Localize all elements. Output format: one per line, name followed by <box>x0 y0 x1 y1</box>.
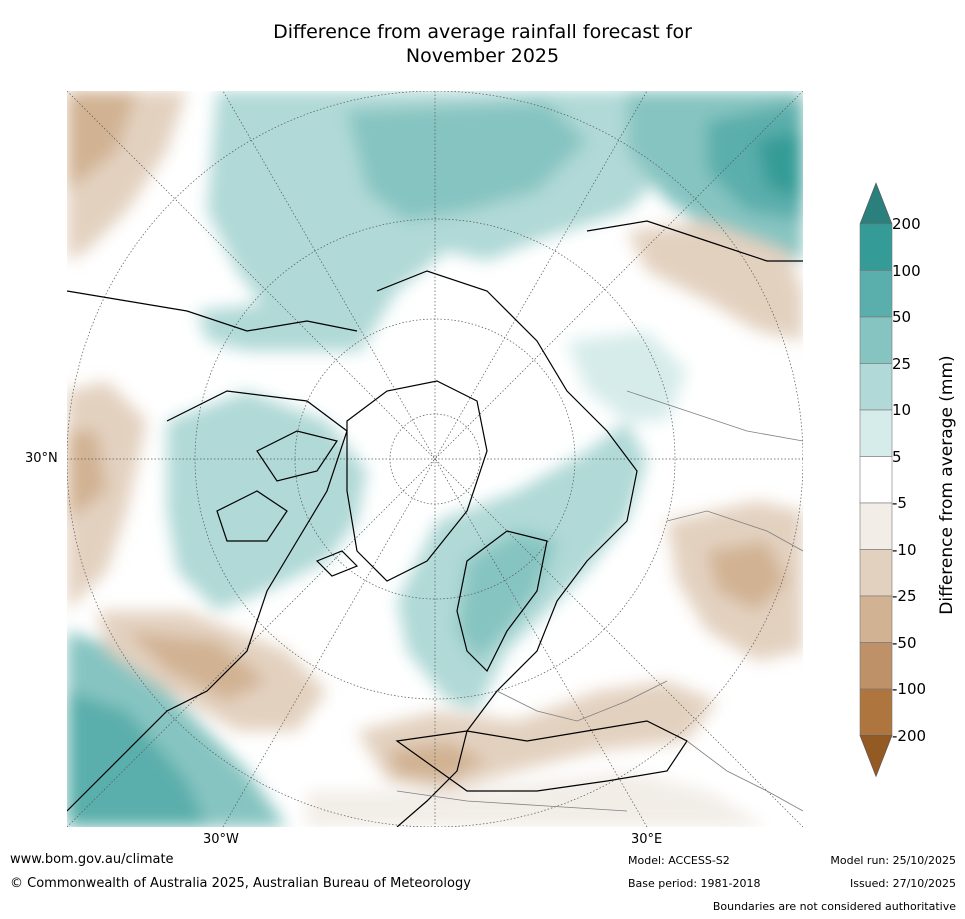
map-title-line1: Difference from average rainfall forecas… <box>273 21 692 43</box>
wet-area-siberia <box>567 331 687 421</box>
graticule-meridian-30e <box>222 91 648 827</box>
graticule <box>67 91 803 827</box>
forecast-shading <box>67 91 803 827</box>
footer-url[interactable]: www.bom.gov.au/climate <box>10 852 174 867</box>
colorbar-segment-c5_10 <box>859 409 893 457</box>
dry-area-central-atlantic-core <box>127 631 267 701</box>
graticule-lat-60 <box>194 218 676 700</box>
map-title: Difference from average rainfall forecas… <box>0 20 965 68</box>
border-middle-east <box>686 740 803 812</box>
wet-area-ne-corner-peak <box>757 131 803 201</box>
colorbar-tick-label: -25 <box>892 587 917 605</box>
border-north-africa <box>396 790 628 812</box>
wet-area-north-atlantic-core <box>347 101 587 221</box>
colorbar-tick-label: -100 <box>892 680 927 698</box>
coastline-scandinavia <box>456 530 548 673</box>
coastlines <box>67 220 803 827</box>
colorbar-segment-cm25_m50 <box>859 595 893 643</box>
latitude-label-30n: 30°N <box>25 451 58 466</box>
colorbar-tick-label: -200 <box>892 726 927 745</box>
dry-area-west-atlantic-core <box>67 431 107 521</box>
coastline-canada-archipelago <box>216 430 338 542</box>
colorbar <box>859 182 893 778</box>
coastline-iceland <box>315 550 359 577</box>
footer-issued: Issued: 27/10/2025 <box>849 877 956 890</box>
footer-model-run: Model run: 25/10/2025 <box>830 854 956 867</box>
colorbar-tick-label: 5 <box>892 447 902 466</box>
footer-copyright: © Commonwealth of Australia 2025, Austra… <box>10 876 471 891</box>
colorbar-title: Difference from average (mm) <box>937 355 957 615</box>
coastline-greenland <box>346 380 488 582</box>
colorbar-tick-label: -5 <box>892 494 907 512</box>
dry-area-south-edge <box>307 771 767 827</box>
colorbar-segment-c25_50 <box>859 316 893 364</box>
border-europe <box>496 680 668 722</box>
coastline-eurasia <box>376 270 638 827</box>
footer-disclaimer: Boundaries are not considered authoritat… <box>712 900 956 913</box>
colorbar-extend-up <box>859 182 893 225</box>
wet-area-arctic-canada-band <box>197 301 367 351</box>
colorbar-tick-label: -10 <box>892 540 917 559</box>
coastline-siberia <box>586 220 803 262</box>
colorbar-segment-cm50_m100 <box>859 642 893 690</box>
colorbar-segment-cm100_m200 <box>859 688 893 736</box>
country-borders <box>396 390 803 812</box>
wet-area-sw-ocean-core <box>67 691 207 827</box>
map-title-line2: November 2025 <box>405 45 560 67</box>
coastline-alaska <box>67 290 358 332</box>
colorbar-segment-cm10_m25 <box>859 549 893 597</box>
dry-area-central-asia-core <box>707 541 787 611</box>
colorbar-segment-c100_200 <box>859 223 893 271</box>
map-svg <box>67 91 803 827</box>
border-central-asia <box>666 510 803 552</box>
colorbar-tick-label: 100 <box>892 261 921 280</box>
footer-base-period: Base period: 1981-2018 <box>628 877 761 890</box>
colorbar-tick-label: 10 <box>892 401 912 419</box>
colorbar-tick-label: -50 <box>892 633 917 652</box>
border-russia <box>626 390 803 442</box>
colorbar-segment-c50_100 <box>859 270 893 318</box>
colorbar-extend-down <box>859 735 893 778</box>
dry-area-northeast <box>627 221 803 341</box>
colorbar-segment-c10_25 <box>859 363 893 411</box>
longitude-label-30e: 30°E <box>631 832 663 847</box>
footer-model: Model: ACCESS-S2 <box>628 854 730 867</box>
colorbar-tick-label: 50 <box>892 308 912 326</box>
wet-area-scandinavia <box>457 531 557 661</box>
colorbar-segment-neutral <box>859 456 893 504</box>
dry-area-nw-corner-core <box>67 91 137 191</box>
coastline-north-america <box>67 390 348 812</box>
colorbar-segment-cm5_m10 <box>859 502 893 550</box>
colorbar-tick-label: 25 <box>892 354 912 373</box>
rainfall-map <box>67 91 803 827</box>
longitude-label-30w: 30°W <box>203 832 239 847</box>
colorbar-tick-label: 200 <box>892 215 921 233</box>
wet-area-arctic-canada <box>167 391 367 611</box>
